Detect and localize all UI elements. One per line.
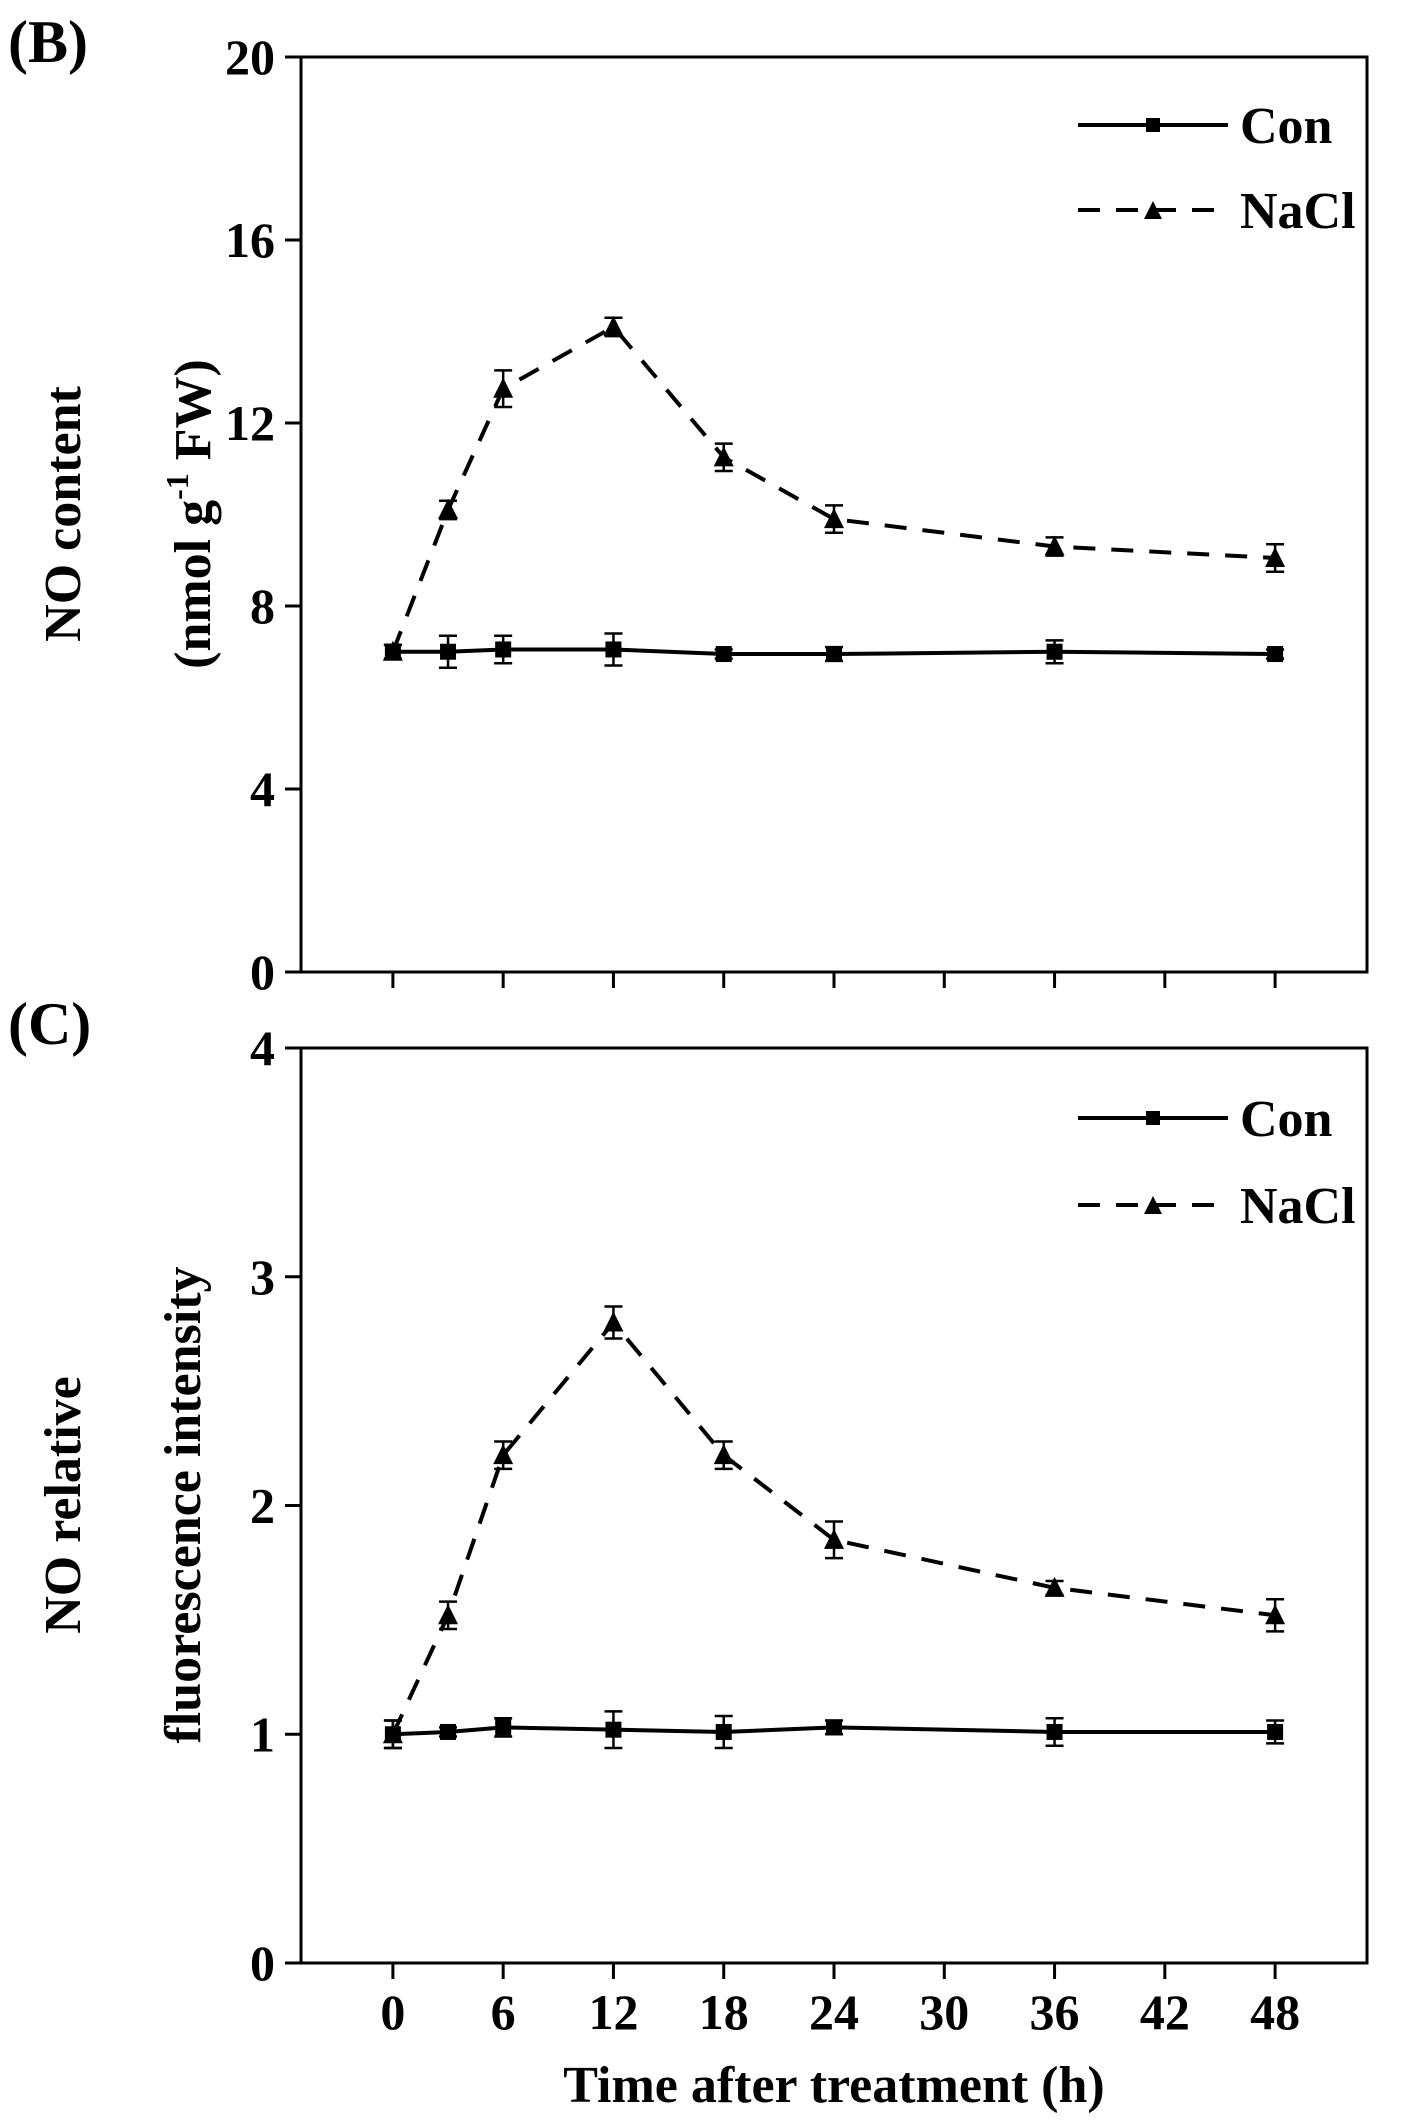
data-point-nacl-b	[603, 315, 624, 336]
x-axis-label-c: Time after treatment (h)	[563, 2057, 1104, 2114]
data-point-nacl-b	[493, 377, 514, 398]
data-point-con-c	[1267, 1723, 1284, 1740]
x-tick-label-c: 18	[699, 1984, 749, 2040]
data-point-nacl-b	[382, 640, 403, 661]
data-point-nacl-c	[603, 1311, 624, 1332]
legend-marker-con-b	[1146, 118, 1160, 132]
data-point-nacl-c	[438, 1604, 459, 1625]
legend-marker-nacl-b	[1144, 201, 1162, 219]
y-axis-label-line2-b: (nmol g-1 FW)	[159, 359, 222, 669]
x-tick-label-c: 30	[919, 1984, 969, 2040]
data-point-con-b	[1267, 646, 1284, 663]
panel-label-b: (B)	[8, 9, 88, 75]
data-point-nacl-b	[438, 498, 459, 519]
data-point-nacl-c	[1044, 1576, 1065, 1597]
data-point-con-b	[495, 641, 512, 658]
plot-frame-c	[299, 1046, 1369, 1965]
y-tick-label-b: 4	[250, 761, 275, 817]
legend-c: Con NaCl	[1078, 1091, 1356, 1235]
series-line-con-b	[392, 647, 1276, 657]
data-point-con-b	[440, 643, 457, 660]
legend-label-con-b: Con	[1240, 98, 1333, 155]
y-tick-label-c: 2	[250, 1478, 275, 1534]
y-axis-label-sup-b: -1	[159, 473, 195, 500]
data-point-con-c	[440, 1723, 457, 1740]
data-point-con-b	[605, 641, 622, 658]
axis-ticks-b: 0 4 8 12 16 20	[225, 29, 1277, 1000]
y-tick-label-b: 16	[225, 212, 275, 268]
data-point-con-c	[605, 1721, 622, 1738]
y-tick-label-c: 3	[250, 1249, 275, 1305]
series-line-nacl-b	[391, 324, 1276, 653]
y-tick-label-c: 4	[250, 1020, 275, 1076]
y-axis-label-tail-b: FW)	[165, 359, 222, 473]
y-axis-label-line1-c: NO relative	[35, 1376, 92, 1634]
legend-label-nacl-b: NaCl	[1240, 183, 1356, 240]
data-point-nacl-b	[713, 446, 734, 467]
y-axis-label-line2-c: fluorescence intensity	[155, 1266, 212, 1743]
x-tick-label-c: 36	[1030, 1984, 1080, 2040]
data-point-nacl-b	[1265, 546, 1286, 567]
y-tick-label-b: 12	[225, 395, 275, 451]
data-point-con-c	[1046, 1723, 1063, 1740]
x-tick-label-c: 12	[588, 1984, 638, 2040]
series-layer-c	[382, 1305, 1286, 1750]
data-point-con-c	[495, 1719, 512, 1736]
y-axis-label-line1-b: NO content	[35, 386, 92, 642]
x-tick-label-c: 42	[1140, 1984, 1190, 2040]
panel-label-c: (C)	[8, 991, 91, 1057]
y-tick-label-c: 0	[250, 1935, 275, 1991]
legend-marker-nacl-c	[1144, 1196, 1162, 1214]
data-point-nacl-c	[824, 1528, 844, 1549]
y-tick-label-b: 8	[250, 578, 275, 634]
x-tick-label-c: 6	[491, 1984, 516, 2040]
data-point-nacl-b	[1044, 535, 1065, 556]
data-point-con-b	[826, 646, 842, 663]
y-tick-label-b: 20	[225, 29, 275, 85]
data-point-con-b	[1046, 643, 1063, 660]
legend-marker-con-c	[1146, 1111, 1160, 1125]
data-point-nacl-c	[713, 1444, 734, 1465]
legend-b: Con NaCl	[1078, 98, 1356, 240]
legend-label-nacl-c: NaCl	[1240, 1178, 1356, 1235]
data-point-con-c	[715, 1723, 732, 1740]
series-layer-b	[382, 315, 1286, 670]
y-axis-label-main-b: (nmol g	[165, 500, 222, 669]
y-tick-label-b: 0	[250, 944, 275, 1000]
x-tick-label-c: 0	[380, 1984, 405, 2040]
panel-b: (B) 0 4 8 12 16 20 NO content (nmol g-1 FW) C…	[8, 9, 1369, 1000]
series-line-con-c	[392, 1725, 1276, 1737]
data-point-nacl-b	[824, 508, 844, 529]
x-tick-label-c: 24	[809, 1984, 859, 2040]
y-tick-label-c: 1	[250, 1706, 275, 1762]
data-point-nacl-c	[382, 1723, 403, 1744]
data-point-nacl-c	[493, 1444, 514, 1465]
data-point-con-c	[826, 1719, 842, 1736]
data-point-nacl-c	[1265, 1604, 1286, 1625]
series-line-nacl-c	[391, 1320, 1276, 1736]
x-tick-label-c: 48	[1250, 1984, 1300, 2040]
legend-label-con-c: Con	[1240, 1091, 1333, 1148]
data-point-con-b	[715, 646, 732, 663]
